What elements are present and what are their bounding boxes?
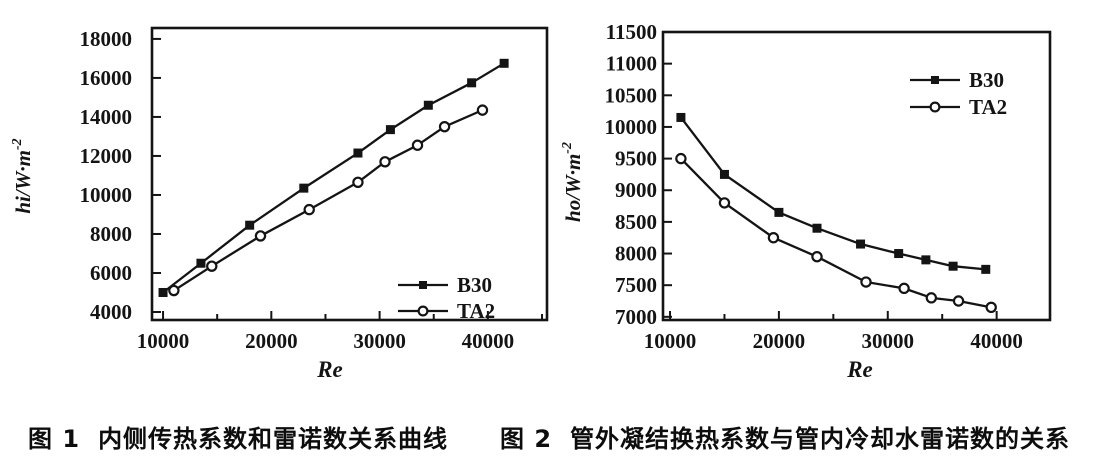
- data-point-square: [921, 255, 931, 265]
- data-point-square: [245, 220, 255, 230]
- series-TA2: [675, 152, 997, 314]
- figure1-line-chart: 10000 20000 30000 40000 4000 6000 8000 10000 120…: [10, 26, 549, 382]
- data-point-circle: [352, 176, 364, 188]
- y-tick-label: 10000: [80, 183, 133, 207]
- data-point-circle: [476, 104, 489, 116]
- data-point-square: [856, 239, 866, 249]
- y-tick-label: 10500: [605, 83, 658, 107]
- x-tick-label: 10000: [644, 329, 697, 353]
- x-tick-label: 30000: [862, 329, 915, 353]
- series-line: [162, 62, 505, 294]
- legend-label: B30: [457, 273, 492, 297]
- y-tick-label: 8000: [90, 222, 132, 246]
- data-point-circle: [767, 232, 780, 244]
- plot-frame: [661, 30, 1052, 322]
- data-point-square: [196, 258, 206, 268]
- legend-label: TA2: [969, 95, 1007, 119]
- y-tick-label: 11000: [606, 52, 657, 76]
- legend-label: B30: [969, 68, 1004, 92]
- series-B30: [676, 112, 991, 274]
- data-point-circle: [718, 197, 731, 209]
- y-tick-label: 11500: [606, 20, 657, 44]
- x-tick-label: 40000: [462, 329, 515, 353]
- y-tick-label: 9500: [615, 147, 657, 171]
- x-tick-label: 10000: [137, 329, 190, 353]
- series-TA2: [168, 104, 489, 297]
- x-tick-label: 30000: [353, 329, 406, 353]
- data-point-circle: [985, 301, 997, 314]
- y-tick-label: 8000: [615, 242, 657, 266]
- data-point-square: [499, 58, 509, 68]
- data-point-square: [467, 78, 477, 88]
- data-point-square: [719, 169, 729, 179]
- y-tick-label: 14000: [80, 105, 133, 129]
- y-tick-label: 4000: [90, 300, 132, 324]
- data-point-square: [774, 207, 784, 217]
- x-axis-label: Re: [846, 357, 873, 382]
- data-point-square: [423, 100, 433, 110]
- series-line: [679, 116, 986, 271]
- data-point-circle: [952, 295, 965, 307]
- y-tick-label: 9000: [615, 178, 657, 202]
- legend-label: TA2: [457, 299, 495, 323]
- figure2-caption-text: 管外凝结换热系数与管内冷却水雷诺数的关系: [570, 425, 1071, 453]
- figure1-caption-number: 图 1: [28, 425, 81, 453]
- legend-marker-square: [419, 281, 427, 289]
- legend-marker-circle: [417, 305, 429, 317]
- data-point-circle: [925, 292, 938, 304]
- x-tick-label: 20000: [245, 329, 298, 353]
- y-axis-label: ho/W·m-2: [560, 142, 585, 222]
- data-point-circle: [675, 152, 687, 165]
- y-axis-label: hi/W·m-2: [10, 138, 35, 213]
- y-tick-label: 10000: [605, 115, 658, 139]
- data-point-circle: [860, 276, 872, 288]
- data-point-circle: [411, 139, 424, 151]
- axes: 10000 20000 30000 40000 4000 6000 8000 10000 120…: [10, 26, 549, 382]
- data-point-square: [299, 183, 309, 193]
- x-tick-label: 20000: [753, 329, 806, 353]
- series-line: [680, 157, 992, 309]
- y-tick-label: 16000: [80, 66, 133, 90]
- data-point-square: [353, 148, 363, 158]
- y-tick-label: 7000: [615, 305, 657, 329]
- x-axis-label: Re: [316, 357, 343, 382]
- series-line: [173, 109, 483, 292]
- figure2-caption-number: 图 2: [500, 425, 553, 453]
- data-point-square: [894, 249, 904, 259]
- y-tick-label: 12000: [80, 144, 133, 168]
- data-point-circle: [811, 251, 823, 263]
- figure2-caption: 图 2 管外凝结换热系数与管内冷却水雷诺数的关系: [500, 419, 1070, 454]
- series-B30: [158, 58, 509, 297]
- data-point-square: [981, 264, 991, 274]
- figure1-caption-text: 内侧传热系数和雷诺数关系曲线: [98, 425, 449, 453]
- data-point-circle: [303, 203, 315, 216]
- data-point-circle: [254, 230, 267, 242]
- data-point-circle: [168, 284, 180, 297]
- data-point-circle: [206, 260, 218, 272]
- figure1-caption: 图 1 内侧传热系数和雷诺数关系曲线: [28, 419, 448, 454]
- x-tick-label: 40000: [970, 329, 1023, 353]
- y-tick-label: 6000: [90, 261, 132, 285]
- plot-frame: [150, 26, 549, 322]
- axes: 10000 20000 30000 40000 7000 7500 8000 8500 9000…: [560, 20, 1052, 382]
- y-tick-label: 8500: [615, 210, 657, 234]
- y-tick-label: 18000: [80, 27, 133, 51]
- data-point-circle: [379, 156, 391, 168]
- data-point-square: [385, 125, 395, 135]
- data-point-circle: [438, 120, 451, 133]
- figure2-line-chart: 10000 20000 30000 40000 7000 7500 8000 8500 9000…: [560, 20, 1052, 382]
- data-point-square: [812, 223, 822, 233]
- legend-marker-square: [931, 76, 939, 84]
- data-point-square: [158, 287, 168, 297]
- data-point-circle: [898, 282, 910, 295]
- legend-marker-circle: [929, 101, 941, 113]
- data-point-square: [948, 261, 958, 271]
- y-tick-label: 7500: [615, 273, 657, 297]
- data-point-square: [676, 112, 686, 122]
